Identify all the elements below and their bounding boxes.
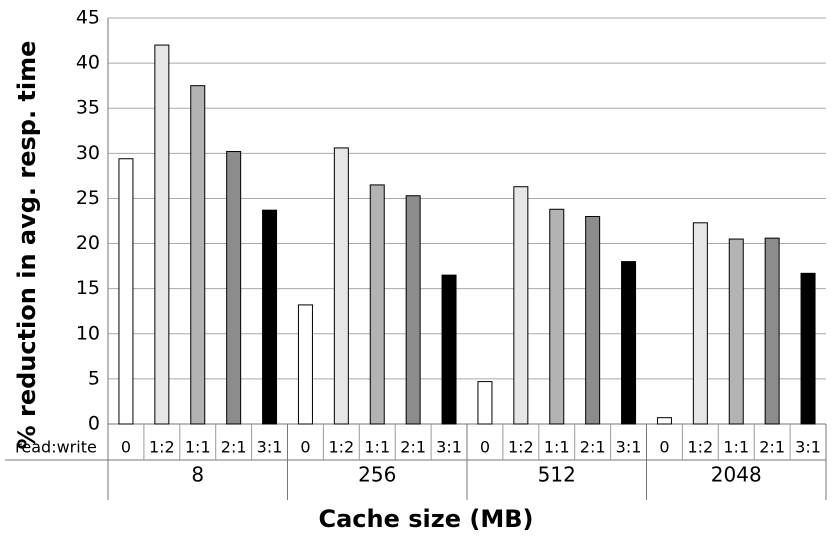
sub-label: 3:1 <box>436 438 462 457</box>
sub-label: 0 <box>121 438 131 457</box>
y-tick-label: 0 <box>88 413 100 435</box>
bar <box>190 85 206 425</box>
sub-label: 1:2 <box>687 438 713 457</box>
bar <box>692 222 708 425</box>
bar <box>621 261 637 425</box>
sub-label: 2:1 <box>580 438 606 457</box>
sub-axis-label: read:write <box>15 438 97 457</box>
bar <box>441 274 457 425</box>
sub-label: 0 <box>659 438 669 457</box>
bar <box>369 184 385 425</box>
bar <box>656 417 672 425</box>
group-label: 512 <box>538 463 576 487</box>
sub-label: 1:1 <box>364 438 390 457</box>
bar <box>262 209 278 425</box>
y-tick-label: 15 <box>76 277 100 299</box>
group-label: 256 <box>358 463 396 487</box>
bar <box>800 272 816 425</box>
bar <box>764 237 780 425</box>
bar <box>585 215 601 425</box>
sub-label: 1:2 <box>149 438 175 457</box>
bar <box>513 186 529 425</box>
bar <box>477 381 493 425</box>
bar <box>405 195 421 425</box>
y-tick-label: 5 <box>88 367 100 389</box>
y-tick-label: 25 <box>76 187 100 209</box>
bar <box>118 158 134 425</box>
y-tick-label: 35 <box>76 97 100 119</box>
group-label: 8 <box>191 463 204 487</box>
y-tick-label: 30 <box>76 142 100 164</box>
bar <box>728 238 744 425</box>
sub-label: 3:1 <box>795 438 821 457</box>
x-axis-title: Cache size (MB) <box>319 505 534 533</box>
sub-label: 1:1 <box>544 438 570 457</box>
bar <box>226 151 242 425</box>
sub-label: 0 <box>480 438 490 457</box>
sub-label: 2:1 <box>759 438 785 457</box>
y-tick-label: 20 <box>76 232 100 254</box>
sub-label: 1:2 <box>328 438 354 457</box>
sub-label: 1:1 <box>185 438 211 457</box>
sub-label: 1:2 <box>508 438 534 457</box>
sub-label: 1:1 <box>723 438 749 457</box>
bar <box>549 208 565 425</box>
sub-label: 2:1 <box>221 438 247 457</box>
sub-label: 3:1 <box>257 438 283 457</box>
y-axis-title: % reduction in avg. resp. time <box>13 41 41 450</box>
y-tick-label: 10 <box>76 322 100 344</box>
y-tick-label: 45 <box>76 7 100 29</box>
bar <box>154 44 170 425</box>
bar <box>297 304 313 425</box>
sub-label: 0 <box>300 438 310 457</box>
bar <box>333 147 349 425</box>
sub-label: 3:1 <box>616 438 642 457</box>
sub-label: 2:1 <box>400 438 426 457</box>
y-tick-label: 40 <box>76 52 100 74</box>
group-label: 2048 <box>711 463 762 487</box>
